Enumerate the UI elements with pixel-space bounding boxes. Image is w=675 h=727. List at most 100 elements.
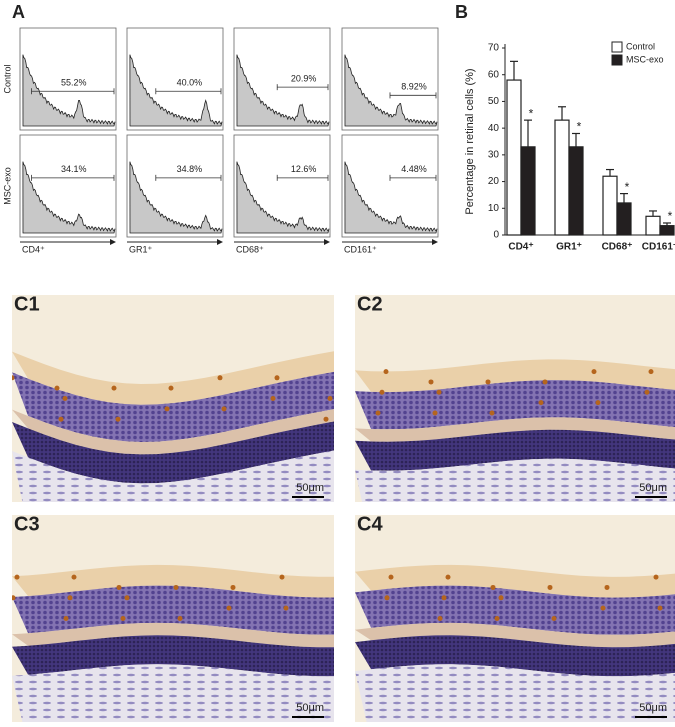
- tissue-layer: [355, 429, 675, 471]
- gate-percentage: 12.6%: [291, 164, 317, 174]
- stained-cell: [54, 385, 60, 391]
- tissue-layer: [12, 564, 334, 598]
- legend-label: MSC-exo: [626, 54, 664, 64]
- stained-cell: [538, 400, 544, 406]
- stained-cell: [551, 616, 557, 621]
- stained-cell: [494, 616, 500, 621]
- stained-cell: [323, 416, 329, 422]
- gate-percentage: 4.48%: [401, 164, 427, 174]
- x-tick-label: CD4⁺: [508, 242, 533, 253]
- stained-cell: [428, 379, 434, 385]
- gate-percentage: 40.0%: [177, 78, 203, 88]
- gate-percentage: 55.2%: [61, 78, 87, 88]
- tissue-layer: [355, 664, 675, 722]
- stained-cell: [124, 595, 130, 601]
- y-tick-label: 50: [488, 96, 500, 107]
- marker-label: CD68⁺: [236, 244, 264, 254]
- tissue-layer: [355, 380, 675, 430]
- bar: [659, 225, 675, 236]
- panel-label: C2: [357, 293, 383, 315]
- arrow-head: [217, 239, 223, 245]
- stained-cell: [653, 574, 659, 580]
- x-tick-label: CD161⁺: [642, 242, 675, 253]
- stained-cell: [177, 616, 183, 621]
- y-tick-label: 60: [488, 69, 500, 80]
- stained-cell: [111, 385, 117, 391]
- stained-cell: [327, 396, 333, 401]
- stained-cell: [221, 406, 227, 412]
- stained-cell: [62, 396, 68, 401]
- micrograph: [12, 515, 334, 722]
- stained-cell: [604, 584, 610, 590]
- stained-cell: [164, 406, 170, 412]
- marker-label: CD4⁺: [22, 244, 45, 254]
- stained-cell: [441, 595, 447, 601]
- panel-label: B: [455, 2, 468, 22]
- x-tick-label: GR1⁺: [556, 242, 582, 253]
- histogram: [236, 161, 330, 234]
- x-tick-label: CD68⁺: [602, 242, 633, 253]
- tissue-layer: [355, 417, 675, 442]
- arrow-head: [324, 239, 330, 245]
- stained-cell: [432, 410, 438, 416]
- stained-cell: [168, 385, 174, 391]
- tissue-layer: [12, 371, 334, 442]
- stained-cell: [375, 410, 381, 416]
- micrograph: [12, 295, 334, 502]
- stained-cell: [12, 375, 15, 381]
- bar: [554, 119, 570, 236]
- histogram: [129, 54, 223, 127]
- stained-cell: [485, 379, 491, 385]
- significance: *: [577, 120, 582, 134]
- tissue-layer: [12, 585, 334, 635]
- histogram: [344, 161, 438, 234]
- bar: [568, 146, 584, 236]
- stained-cell: [58, 416, 64, 422]
- tissue-layer: [12, 351, 334, 405]
- tissue-layer: [12, 622, 334, 648]
- stained-cell: [12, 595, 16, 601]
- bar: [506, 79, 522, 236]
- arrow-head: [432, 239, 438, 245]
- stained-cell: [379, 389, 385, 395]
- tissue-layer: [355, 458, 675, 502]
- stained-cell: [388, 574, 394, 580]
- stained-cell: [116, 584, 122, 590]
- histogram: [236, 54, 330, 127]
- gate-percentage: 20.9%: [291, 74, 317, 84]
- stained-cell: [384, 595, 390, 601]
- stained-cell: [63, 616, 69, 621]
- legend-label: Control: [626, 41, 655, 51]
- significance: *: [625, 180, 630, 194]
- y-tick-label: 40: [488, 123, 500, 134]
- stained-cell: [648, 369, 654, 375]
- stained-cell: [489, 410, 495, 416]
- stained-cell: [542, 379, 548, 385]
- legend-swatch: [611, 54, 623, 66]
- legend-swatch: [611, 41, 623, 53]
- stained-cell: [14, 574, 20, 580]
- gate-percentage: 8.92%: [401, 82, 427, 92]
- stained-cell: [547, 584, 553, 590]
- stained-cell: [445, 574, 451, 580]
- stained-cell: [657, 605, 663, 611]
- histogram: [129, 161, 223, 234]
- bar: [602, 175, 618, 236]
- y-tick-label: 70: [488, 43, 500, 54]
- stained-cell: [270, 396, 276, 401]
- tissue-layer: [355, 635, 675, 677]
- stained-cell: [490, 584, 496, 590]
- bar: [520, 146, 536, 236]
- arrow-head: [110, 239, 116, 245]
- stained-cell: [644, 389, 650, 395]
- panel-label: C1: [14, 293, 40, 315]
- tissue-layer: [12, 635, 334, 677]
- stained-cell: [595, 400, 601, 406]
- histogram: [22, 161, 116, 234]
- stained-cell: [591, 369, 597, 375]
- scale-label: 50μm: [639, 482, 667, 494]
- gate-percentage: 34.1%: [61, 164, 87, 174]
- significance: *: [529, 106, 534, 120]
- stained-cell: [115, 416, 121, 422]
